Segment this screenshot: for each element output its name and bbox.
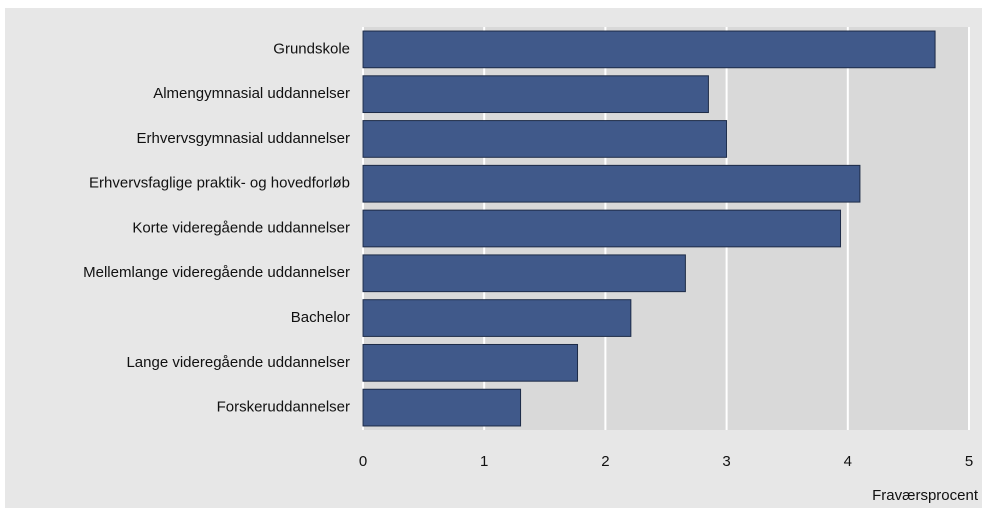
y-tick-label: Grundskole	[273, 40, 350, 57]
bar	[362, 388, 522, 427]
y-tick-label: Erhvervsgymnasial uddannelser	[137, 130, 350, 147]
x-tick-label: 4	[844, 453, 852, 470]
y-tick-label: Bachelor	[291, 309, 350, 326]
x-axis-label: Fraværsprocent	[872, 487, 979, 504]
y-tick-label: Almengymnasial uddannelser	[153, 85, 350, 102]
bar	[362, 164, 861, 203]
y-tick-label: Mellemlange videregående uddannelser	[83, 264, 350, 281]
bar	[362, 30, 936, 69]
y-tick-label: Lange videregående uddannelser	[126, 354, 350, 371]
x-tick-label: 3	[722, 453, 730, 470]
bar	[362, 254, 686, 293]
x-tick-label: 0	[359, 453, 367, 470]
x-tick-label: 5	[965, 453, 973, 470]
y-tick-label: Korte videregående uddannelser	[132, 219, 350, 236]
bar	[362, 75, 709, 114]
x-tick-label: 2	[601, 453, 609, 470]
y-tick-label: Erhvervsfaglige praktik- og hovedforløb	[89, 175, 350, 192]
x-tick-label: 1	[480, 453, 488, 470]
bar	[362, 120, 728, 158]
bar	[362, 343, 579, 382]
bar	[362, 299, 632, 337]
bar	[362, 209, 842, 248]
y-tick-label: Forskeruddannelser	[217, 399, 350, 416]
